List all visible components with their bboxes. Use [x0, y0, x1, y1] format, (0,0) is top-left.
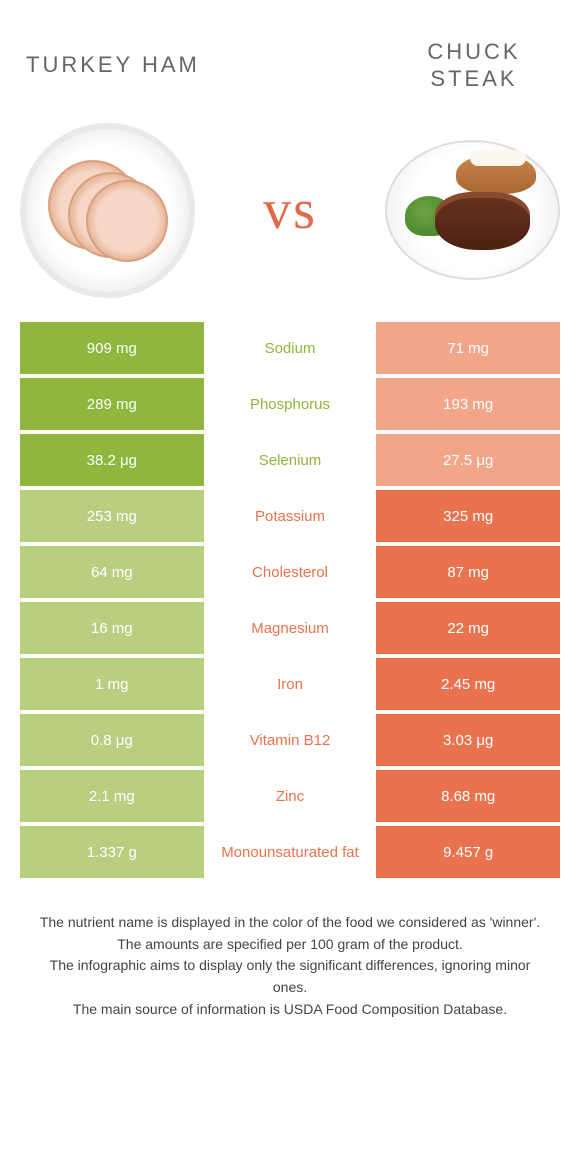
table-row: 2.1 mgZinc8.68 mg [20, 770, 560, 822]
footer-notes: The nutrient name is displayed in the co… [20, 912, 560, 1040]
right-value: 27.5 μg [376, 434, 560, 486]
nutrient-name: Selenium [204, 434, 377, 486]
right-value: 8.68 mg [376, 770, 560, 822]
footer-line: The main source of information is USDA F… [34, 999, 546, 1021]
table-row: 289 mgPhosphorus193 mg [20, 378, 560, 430]
title-row: TURKEY HAM CHUCK STEAK [20, 20, 560, 110]
left-value: 289 mg [20, 378, 204, 430]
right-value: 2.45 mg [376, 658, 560, 710]
nutrient-name: Magnesium [204, 602, 377, 654]
table-row: 253 mgPotassium325 mg [20, 490, 560, 542]
right-value: 325 mg [376, 490, 560, 542]
footer-line: The nutrient name is displayed in the co… [34, 912, 546, 934]
table-row: 38.2 μgSelenium27.5 μg [20, 434, 560, 486]
nutrient-name: Potassium [204, 490, 377, 542]
right-value: 193 mg [376, 378, 560, 430]
table-row: 16 mgMagnesium22 mg [20, 602, 560, 654]
nutrient-name: Cholesterol [204, 546, 377, 598]
left-value: 2.1 mg [20, 770, 204, 822]
left-value: 0.8 μg [20, 714, 204, 766]
left-value: 64 mg [20, 546, 204, 598]
table-row: 909 mgSodium71 mg [20, 322, 560, 374]
right-value: 3.03 μg [376, 714, 560, 766]
left-value: 253 mg [20, 490, 204, 542]
left-value: 38.2 μg [20, 434, 204, 486]
footer-line: The infographic aims to display only the… [34, 955, 546, 998]
left-value: 1.337 g [20, 826, 204, 878]
nutrient-name: Phosphorus [204, 378, 377, 430]
left-food-title: TURKEY HAM [26, 51, 200, 79]
right-value: 87 mg [376, 546, 560, 598]
vs-label: vs [263, 178, 317, 242]
nutrient-table: 909 mgSodium71 mg289 mgPhosphorus193 mg3… [20, 322, 560, 878]
right-value: 9.457 g [376, 826, 560, 878]
footer-line: The amounts are specified per 100 gram o… [34, 934, 546, 956]
left-value: 909 mg [20, 322, 204, 374]
nutrient-name: Sodium [204, 322, 377, 374]
nutrient-name: Iron [204, 658, 377, 710]
table-row: 64 mgCholesterol87 mg [20, 546, 560, 598]
right-value: 22 mg [376, 602, 560, 654]
infographic-container: TURKEY HAM CHUCK STEAK vs 909 mgSodium71… [0, 0, 580, 1040]
table-row: 1 mgIron2.45 mg [20, 658, 560, 710]
chuck-steak-image [385, 140, 560, 280]
table-row: 0.8 μgVitamin B123.03 μg [20, 714, 560, 766]
image-row: vs [20, 110, 560, 310]
table-row: 1.337 gMonounsaturated fat9.457 g [20, 826, 560, 878]
nutrient-name: Monounsaturated fat [204, 826, 377, 878]
left-value: 16 mg [20, 602, 204, 654]
turkey-ham-image [20, 123, 195, 298]
nutrient-name: Zinc [204, 770, 377, 822]
left-value: 1 mg [20, 658, 204, 710]
right-food-title: CHUCK STEAK [394, 38, 554, 93]
nutrient-name: Vitamin B12 [204, 714, 377, 766]
right-value: 71 mg [376, 322, 560, 374]
